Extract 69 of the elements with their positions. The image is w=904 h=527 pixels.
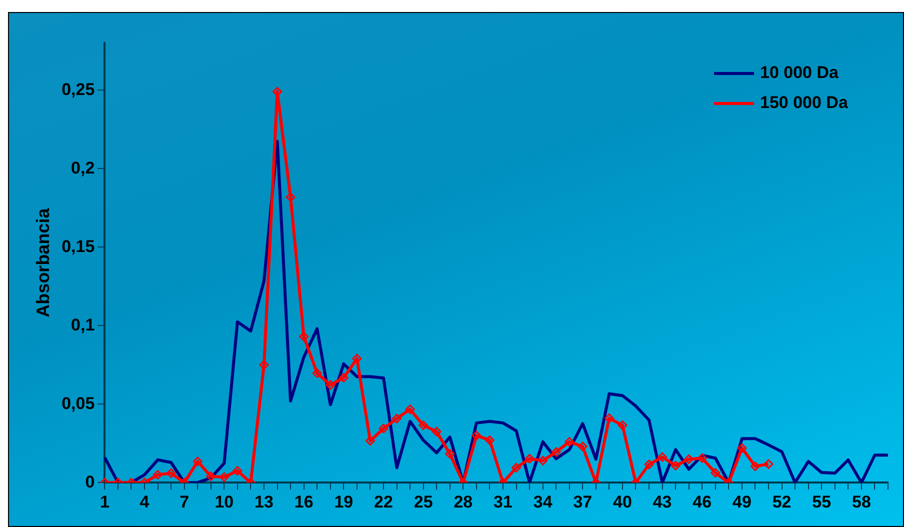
point xyxy=(405,404,415,414)
point xyxy=(644,460,654,470)
x-tick-label: 58 xyxy=(852,492,871,512)
point xyxy=(206,472,216,482)
point xyxy=(445,449,455,459)
point xyxy=(658,452,668,462)
point xyxy=(192,456,202,466)
x-tick-label: 31 xyxy=(494,492,512,512)
point xyxy=(272,86,282,96)
point xyxy=(338,372,348,382)
x-tick-label: 43 xyxy=(652,492,672,512)
y-tick-label: 0,1 xyxy=(71,315,95,334)
point xyxy=(604,413,614,423)
point xyxy=(670,460,680,470)
x-tick-label: 25 xyxy=(414,492,433,512)
point xyxy=(219,472,229,482)
x-tick-label: 34 xyxy=(533,492,553,512)
point xyxy=(259,360,269,370)
point xyxy=(737,443,747,453)
x-tick-label: 22 xyxy=(374,492,393,512)
point xyxy=(418,420,428,430)
point xyxy=(564,437,574,447)
point xyxy=(232,466,242,476)
point xyxy=(472,430,482,440)
y-tick-label: 0,2 xyxy=(71,158,95,178)
point xyxy=(524,454,534,464)
x-tick-label: 1 xyxy=(100,492,110,512)
point xyxy=(484,435,494,445)
point xyxy=(512,462,522,472)
x-tick-label: 13 xyxy=(254,492,274,512)
point xyxy=(764,459,774,469)
y-tick-label: 0 xyxy=(85,472,95,492)
point xyxy=(578,442,588,452)
point xyxy=(312,368,322,378)
point xyxy=(697,453,707,463)
x-tick-label: 28 xyxy=(454,492,473,512)
point xyxy=(299,332,309,342)
point xyxy=(166,468,176,478)
y-tick-label: 0,15 xyxy=(62,236,95,256)
x-tick-label: 55 xyxy=(812,492,832,512)
point xyxy=(286,192,296,202)
point xyxy=(618,420,628,430)
legend-label: 150 000 Da xyxy=(760,92,848,114)
point xyxy=(710,468,720,478)
point xyxy=(365,436,375,446)
point xyxy=(551,447,561,457)
point xyxy=(352,354,362,364)
point xyxy=(392,414,402,424)
point xyxy=(378,424,388,434)
legend-label: 10 000 Da xyxy=(760,62,838,84)
x-tick-label: 46 xyxy=(692,492,712,512)
point xyxy=(750,462,760,472)
x-tick-label: 10 xyxy=(214,492,234,512)
x-tick-label: 19 xyxy=(334,492,354,512)
point xyxy=(326,380,336,390)
x-tick-label: 7 xyxy=(180,492,190,512)
x-tick-label: 52 xyxy=(772,492,792,512)
y-tick-label: 0,05 xyxy=(62,394,95,413)
point xyxy=(153,470,163,480)
x-tick-label: 40 xyxy=(613,492,632,512)
point xyxy=(684,454,694,464)
point xyxy=(432,426,442,436)
x-tick-label: 4 xyxy=(140,492,150,512)
x-tick-label: 49 xyxy=(732,492,752,512)
x-tick-label: 37 xyxy=(573,492,592,512)
y-axis-title: Absorbancia xyxy=(32,207,53,318)
point xyxy=(538,456,548,466)
y-tick-label: 0,25 xyxy=(62,80,95,99)
x-tick-label: 16 xyxy=(294,492,314,512)
